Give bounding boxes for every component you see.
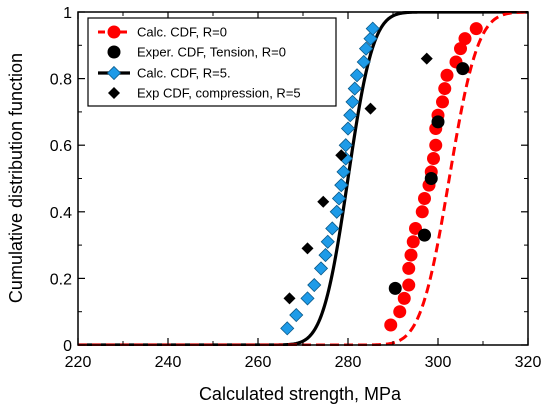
data-point-calc-r5	[336, 164, 351, 179]
data-point-calc-r5	[349, 68, 365, 83]
x-tick-label: 300	[425, 354, 452, 371]
y-axis-title: Cumulative distribution function	[6, 53, 26, 303]
data-point-calc-r5	[343, 108, 358, 123]
data-point-exp-compression	[335, 149, 348, 162]
data-point-calc-r5	[325, 221, 340, 236]
legend-swatch-marker-exper-tension	[107, 45, 121, 59]
data-point-calc-r5	[358, 41, 374, 56]
legend-swatch-marker-calc-r5	[106, 65, 122, 81]
data-point-calc-r0	[397, 291, 411, 305]
data-point-calc-r5	[329, 204, 344, 219]
data-point-calc-r5	[280, 321, 295, 336]
legend-swatch-marker-calc-r0	[107, 25, 121, 39]
data-point-calc-r5	[340, 121, 356, 136]
data-point-calc-r5	[363, 31, 378, 46]
data-point-calc-r0	[402, 278, 416, 292]
data-point-exper-tension	[388, 281, 402, 295]
data-point-calc-r5	[300, 291, 315, 306]
data-point-calc-r5	[320, 234, 335, 249]
legend-label: Calc. CDF, R=5.	[137, 66, 231, 81]
y-tick-label: 0.4	[50, 205, 72, 222]
data-point-calc-r0	[384, 318, 398, 332]
data-point-calc-r0	[404, 248, 418, 262]
data-point-calc-r0	[454, 42, 467, 56]
data-point-exper-tension	[431, 115, 445, 129]
data-point-calc-r0	[458, 32, 472, 46]
data-point-calc-r0	[438, 82, 452, 96]
legend: Calc. CDF, R=0 Exper. CDF, Tension, R=0 Ca…	[87, 17, 337, 107]
x-tick-label: 260	[245, 354, 272, 371]
data-point-calc-r0	[418, 191, 431, 205]
data-point-calc-r0	[402, 261, 416, 275]
data-point-exp-compression	[420, 52, 433, 65]
data-point-calc-r5	[365, 21, 380, 36]
legend-box	[87, 17, 337, 107]
data-point-calc-r5	[318, 248, 333, 263]
legend-label: Exper. CDF, Tension, R=0	[137, 45, 286, 60]
data-point-calc-r5	[313, 261, 329, 276]
data-point-exper-tension	[424, 172, 438, 185]
x-tick-label: 320	[515, 354, 542, 371]
legend-label: Exp CDF, compression, R=5	[137, 86, 301, 101]
data-point-calc-r0	[415, 205, 429, 219]
x-tick-label: 220	[65, 354, 92, 371]
axes: 220 240 260 280 300 320 0 0.2 0.4 0.6 0.8 1	[50, 5, 542, 371]
data-point-calc-r5	[345, 94, 360, 109]
data-point-exp-compression	[301, 242, 314, 255]
x-axis-title: Calculated strength, MPa	[199, 384, 402, 404]
data-point-calc-r0	[440, 68, 454, 82]
data-point-exp-compression	[364, 102, 377, 115]
y-tick-label: 0.8	[50, 72, 72, 89]
data-point-calc-r0	[409, 221, 422, 235]
data-point-exper-tension	[456, 62, 470, 76]
data-point-calc-r5	[289, 307, 304, 323]
data-point-calc-r0	[469, 22, 483, 36]
x-tick-label: 280	[335, 354, 362, 371]
data-point-exper-tension	[418, 228, 431, 242]
data-point-exp-compression	[317, 195, 330, 208]
data-point-exp-compression	[283, 292, 296, 305]
data-point-calc-r5	[356, 54, 371, 70]
x-tick-label: 240	[155, 354, 182, 371]
data-point-calc-r0	[427, 152, 440, 166]
y-tick-label: 0.2	[50, 271, 72, 288]
data-point-calc-r0	[436, 95, 449, 109]
data-point-calc-r5	[347, 81, 362, 96]
legend-label: Calc. CDF, R=0	[137, 25, 227, 40]
y-tick-label: 0	[63, 338, 72, 355]
data-point-calc-r5	[307, 277, 322, 293]
data-point-calc-r5	[338, 138, 353, 153]
data-point-calc-r5	[331, 191, 347, 206]
data-point-calc-r0	[406, 235, 420, 249]
legend-swatch-marker-exp-compression	[108, 87, 120, 99]
data-point-calc-r0	[429, 138, 443, 152]
data-point-calc-r0	[393, 305, 407, 319]
y-tick-label: 0.6	[50, 138, 72, 155]
y-tick-label: 1	[63, 5, 72, 22]
data-point-calc-r5	[334, 178, 349, 193]
